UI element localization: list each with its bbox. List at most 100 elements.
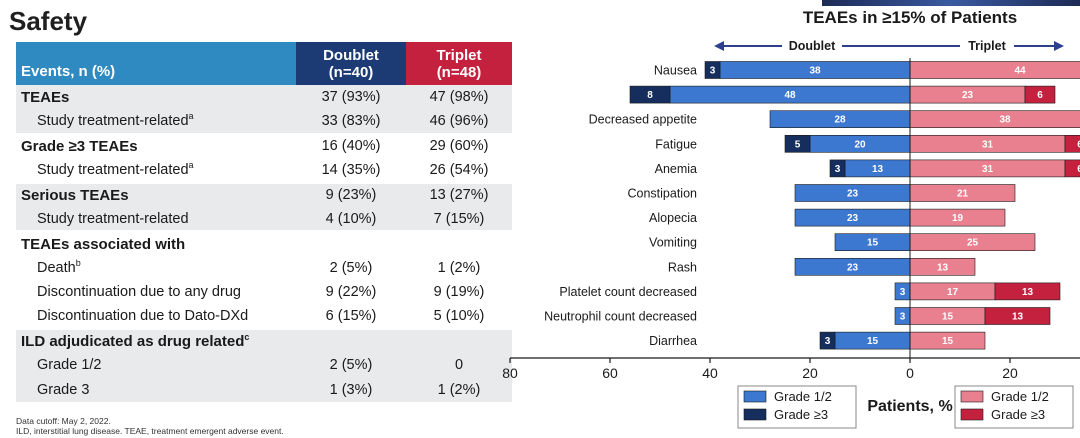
legend-triplet-swatch: [960, 390, 984, 403]
x-tick-label: 60: [602, 365, 618, 381]
bar-triplet-grade3: [984, 307, 1051, 325]
bar-label: 19: [952, 213, 964, 224]
bar-label: 15: [867, 238, 879, 249]
row-label-text: Grade 3: [37, 381, 90, 398]
triplet-value: [406, 327, 512, 354]
triplet-value: 26 (54%): [429, 161, 489, 178]
bar-label: 3: [900, 312, 906, 323]
footnote-line: ILD, interstitial lung disease. TEAE, tr…: [16, 426, 284, 436]
row-label-text: Study treatment-related: [37, 210, 189, 227]
triplet-value: 1 (2%): [406, 377, 512, 403]
triplet-value: 1 (2%): [437, 259, 481, 276]
header-events: Events, n (%): [16, 42, 296, 85]
table-row: Study treatment-relateda 14 (35%) 26 (54%): [16, 158, 512, 182]
footnote-marker: a: [188, 111, 194, 122]
bar-label: 21: [957, 189, 969, 200]
table-row: Grade 1/2 2 (5%) 0: [16, 353, 512, 378]
category-label: Fatigue: [655, 137, 697, 151]
row-label: ILD adjudicated as drug relatedc: [16, 327, 296, 354]
bar-label: 31: [982, 164, 994, 175]
bar-doublet-grade3: [629, 85, 671, 104]
legend-triplet-swatch: [960, 408, 984, 421]
table-header-row: Events, n (%) Doublet (n=40) Triplet (n=…: [16, 42, 512, 85]
row-label-text: Grade 1/2: [37, 357, 102, 374]
doublet-value: 1 (3%): [296, 377, 406, 403]
table-row: Serious TEAEs 9 (23%) 13 (27%): [16, 181, 512, 207]
triplet-value: 13 (27%): [406, 181, 512, 207]
row-label: TEAEs associated with: [16, 230, 296, 256]
header-doublet-label: Doublet: [323, 46, 379, 64]
row-label-text: TEAEs associated with: [21, 235, 186, 253]
bar-doublet-grade3: [819, 331, 836, 350]
bar-label: 48: [784, 90, 796, 101]
bar-doublet-grade3: [784, 135, 811, 153]
x-tick-label: 20: [802, 365, 818, 381]
bar-label: 8: [647, 90, 653, 101]
doublet-value: 9 (23%): [296, 181, 406, 207]
bar-label: 25: [967, 238, 979, 249]
table-row: Discontinuation due to Dato-DXd 6 (15%) 5 …: [16, 305, 512, 329]
bar-label: 23: [847, 262, 859, 273]
triplet-arrow-label-bg: [960, 38, 1014, 53]
header-triplet-label: Triplet: [436, 46, 482, 64]
footnote-marker: b: [75, 258, 81, 269]
row-label-text: ILD adjudicated as drug related: [21, 333, 245, 351]
table-row: ILD adjudicated as drug relatedc: [16, 327, 512, 354]
row-label: Study treatment-relateda: [16, 109, 296, 134]
row-label-text: Grade ≥3 TEAEs: [21, 137, 138, 155]
top-banner-image: [822, 0, 1080, 6]
x-tick-label: 40: [702, 365, 718, 381]
bar-label: 15: [942, 336, 954, 347]
x-tick-label: 80: [502, 365, 518, 381]
footnote-marker: a: [188, 160, 194, 171]
slide-title: Safety: [9, 6, 88, 36]
table-row: Grade 3 1 (3%) 1 (2%): [16, 377, 512, 403]
table-row: Discontinuation due to any drug 9 (22%) 9 …: [16, 280, 512, 304]
row-label: Grade ≥3 TEAEs: [16, 132, 296, 159]
legend-doublet-swatch: [743, 408, 767, 421]
triplet-value: 9 (19%): [433, 284, 485, 301]
row-label: TEAEs: [16, 85, 296, 110]
bar-label: 13: [872, 164, 884, 175]
bar-triplet-grade12: [909, 110, 1080, 128]
footnote-marker: c: [244, 332, 250, 343]
bar-label: 13: [1022, 287, 1034, 298]
row-label-text: TEAEs: [21, 88, 70, 106]
bar-triplet-grade3: [1064, 135, 1080, 153]
bar-label: 13: [1012, 312, 1024, 323]
legend-triplet-label: Grade ≥3: [991, 407, 1045, 422]
legend-doublet-label: Grade ≥3: [774, 407, 828, 422]
row-label: Grade 1/2: [16, 353, 296, 378]
doublet-arrow-head: [714, 41, 724, 51]
header-doublet: Doublet (n=40): [296, 42, 406, 85]
legend-triplet-label: Grade 1/2: [991, 389, 1049, 404]
row-label: Grade 3: [16, 377, 296, 403]
x-tick-label: 0: [906, 365, 914, 381]
x-axis-label: Patients, %: [867, 398, 952, 415]
triplet-value: 0: [406, 353, 512, 378]
bar-label: 23: [847, 213, 859, 224]
bar-label: 3: [835, 164, 841, 175]
table-row: Study treatment-related 4 (10%) 7 (15%): [16, 206, 512, 232]
triplet-value: 47 (98%): [406, 85, 512, 110]
bar-label: 38: [999, 115, 1011, 126]
category-label: Constipation: [628, 187, 698, 201]
doublet-value: [296, 327, 406, 354]
bar-label: 31: [982, 139, 994, 150]
doublet-value: 6 (15%): [325, 308, 377, 325]
doublet-arrow-label: Doublet: [789, 39, 836, 53]
doublet-arrow-label-bg: [782, 38, 842, 53]
table-row: Deathb 2 (5%) 1 (2%): [16, 256, 512, 280]
bar-label: 13: [937, 262, 949, 273]
row-label-text: Study treatment-related: [37, 113, 189, 130]
legend-doublet-label: Grade 1/2: [774, 389, 832, 404]
doublet-value: 2 (5%): [296, 353, 406, 378]
row-label-text: Death: [37, 259, 76, 276]
bar-label: 44: [1014, 66, 1026, 77]
row-label: Study treatment-related: [16, 206, 296, 232]
bar-doublet-grade3: [704, 61, 721, 79]
doublet-value: 16 (40%): [296, 132, 406, 159]
table-row: TEAEs associated with: [16, 230, 512, 256]
table-row: TEAEs 37 (93%) 47 (98%): [16, 85, 512, 110]
table-row: Grade ≥3 TEAEs 16 (40%) 29 (60%): [16, 132, 512, 159]
